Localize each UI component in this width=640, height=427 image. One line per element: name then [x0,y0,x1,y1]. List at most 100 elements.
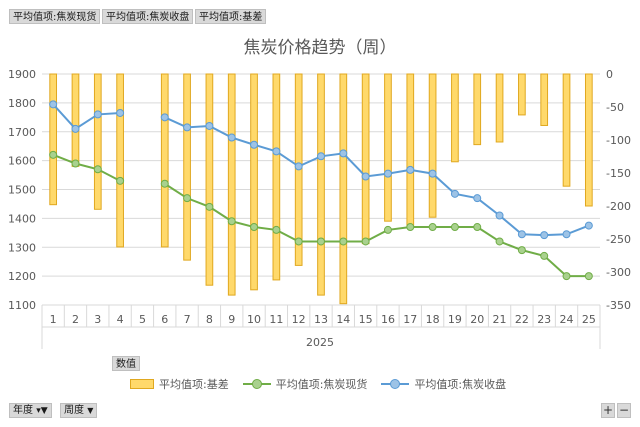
close-point [205,121,214,130]
basis-bar [183,73,191,261]
spot-point [294,237,303,246]
basis-bar [272,73,281,281]
basis-bar [250,73,258,291]
filter-chip-close[interactable]: 平均值项:焦炭收盘 [102,9,194,24]
y-left-tick-label: 1500 [8,184,36,197]
y-right-tick-label: -250 [606,233,631,246]
basis-bar [205,73,214,286]
basis-bar [93,73,102,210]
spot-point [584,272,593,281]
chevron-down-icon: ▼ [87,406,94,415]
close-point [339,149,348,158]
close-point [71,124,80,133]
spot-point [93,165,102,174]
basis-bar [584,73,593,207]
x-tick-label: 13 [314,313,328,326]
legend-label-close: 平均值项:焦炭收盘 [414,378,507,391]
basis-bar [495,73,504,143]
close-point [227,133,236,142]
y-right-tick-label: -150 [606,167,631,180]
legend-label-spot: 平均值项:焦炭现货 [275,378,368,391]
y-left-tick-label: 1300 [8,241,36,254]
spot-point [227,217,236,226]
y-left-tick-label: 1700 [8,126,36,139]
spot-point [562,272,571,281]
y-right-tick-label: -300 [606,266,631,279]
axes: 1100 1200 1300 1400 1500 1600 1700 1800 1900 0 -50… [8,68,631,349]
week-filter-label: 周度 [64,405,84,416]
x-tick-label: 18 [426,313,440,326]
chart-title: 焦炭价格趋势（周） [244,38,397,58]
spot-point [183,194,192,203]
close-point [473,194,482,203]
y-right-tick-label: -100 [606,134,631,147]
close-point [49,100,58,109]
x-tick-label: 21 [493,313,507,326]
x-tick-label: 16 [381,313,395,326]
legend-item-spot: 平均值项:焦炭现货 [242,376,368,392]
week-filter-button[interactable]: 周度 ▼ [60,403,98,418]
basis-bar [49,73,58,206]
close-point [383,169,392,178]
x-tick-label: 24 [560,313,574,326]
y-right-tick-label: 0 [606,68,613,81]
legend-item-close: 平均值项:焦炭收盘 [381,376,506,392]
close-point [540,231,549,240]
collapse-button[interactable]: − [617,403,631,418]
spot-point [49,150,58,159]
y-left-tick-label: 1600 [8,155,36,168]
spot-point [428,223,437,232]
close-point [183,123,192,132]
close-point [93,110,102,119]
x-tick-label: 1 [50,313,57,326]
close-point [406,165,415,174]
spot-point [317,237,325,246]
close-point [272,147,281,156]
basis-bar [227,73,236,296]
basis-bar [473,73,482,146]
values-field-chip[interactable]: 数值 [112,356,140,371]
x-tick-label: 9 [228,313,235,326]
x-tick-label: 25 [582,313,596,326]
y-right-tick-label: -200 [606,200,631,213]
spot-line [52,153,121,182]
expand-button[interactable]: + [601,403,615,418]
x-tick-label: 5 [139,313,146,326]
legend-swatch-close [381,379,410,389]
filter-chip-spot[interactable]: 平均值项:焦炭现货 [9,9,101,24]
x-tick-label: 23 [537,313,551,326]
basis-bar [518,73,526,116]
close-point [584,221,593,230]
spot-point [473,223,482,232]
x-tick-label: 20 [470,313,484,326]
y-left-tick-label: 1400 [8,212,36,225]
filter-funnel-icon: ▾▼ [36,406,48,416]
x-tick-label: 17 [403,313,417,326]
filter-chip-basis[interactable]: 平均值项:基差 [195,9,267,24]
y-left-tick-label: 1100 [8,299,36,312]
basis-bar [562,73,571,187]
close-point [294,162,303,171]
x-tick-label: 11 [269,313,283,326]
close-point [250,140,259,149]
x-axis-label: 2025 [306,336,334,349]
year-filter-label: 年度 [13,405,33,416]
y-right-tick-label: -50 [606,101,624,114]
legend-swatch-basis [130,379,154,389]
year-filter-button[interactable]: 年度 ▾▼ [9,403,52,418]
close-point [517,230,526,239]
x-tick-label: 10 [247,313,261,326]
y-left-tick-label: 1900 [8,68,36,81]
close-point [361,172,370,181]
legend: 平均值项:基差 平均值项:焦炭现货 平均值项:焦炭收盘 [130,376,520,392]
basis-bar [116,73,124,248]
basis-bar [71,73,80,167]
basis-bar [160,73,169,248]
basis-bar [428,73,437,218]
basis-bar [317,73,325,296]
close-point [495,211,504,220]
close-point [160,113,169,122]
legend-label-basis: 平均值项:基差 [159,378,229,391]
y-right-tick-label: -350 [606,299,631,312]
